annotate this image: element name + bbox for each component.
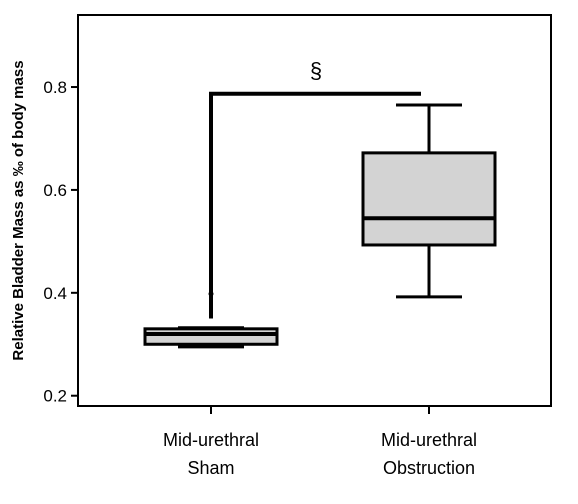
y-tick-label: 0.2 <box>43 387 67 406</box>
chart-labels: 0.2 0.4 0.6 0.8 Mid-urethral Sham Mid-urethral… <box>10 58 477 478</box>
y-tick-label: 0.8 <box>43 78 67 97</box>
y-tick-label: 0.6 <box>43 181 67 200</box>
plot-marks <box>145 94 495 347</box>
interquartile-box <box>145 329 277 344</box>
x-category-label-line1: Mid-urethral <box>381 430 477 450</box>
x-category-label-line1: Mid-urethral <box>163 430 259 450</box>
y-axis-label: Relative Bladder Mass as ‰ of body mass <box>10 60 27 360</box>
significance-symbol: § <box>310 58 322 83</box>
x-category-label-line2: Obstruction <box>383 458 475 478</box>
interquartile-box <box>363 153 495 245</box>
x-category-label-line2: Sham <box>187 458 234 478</box>
box-2 <box>363 105 495 297</box>
y-tick-label: 0.4 <box>43 284 67 303</box>
